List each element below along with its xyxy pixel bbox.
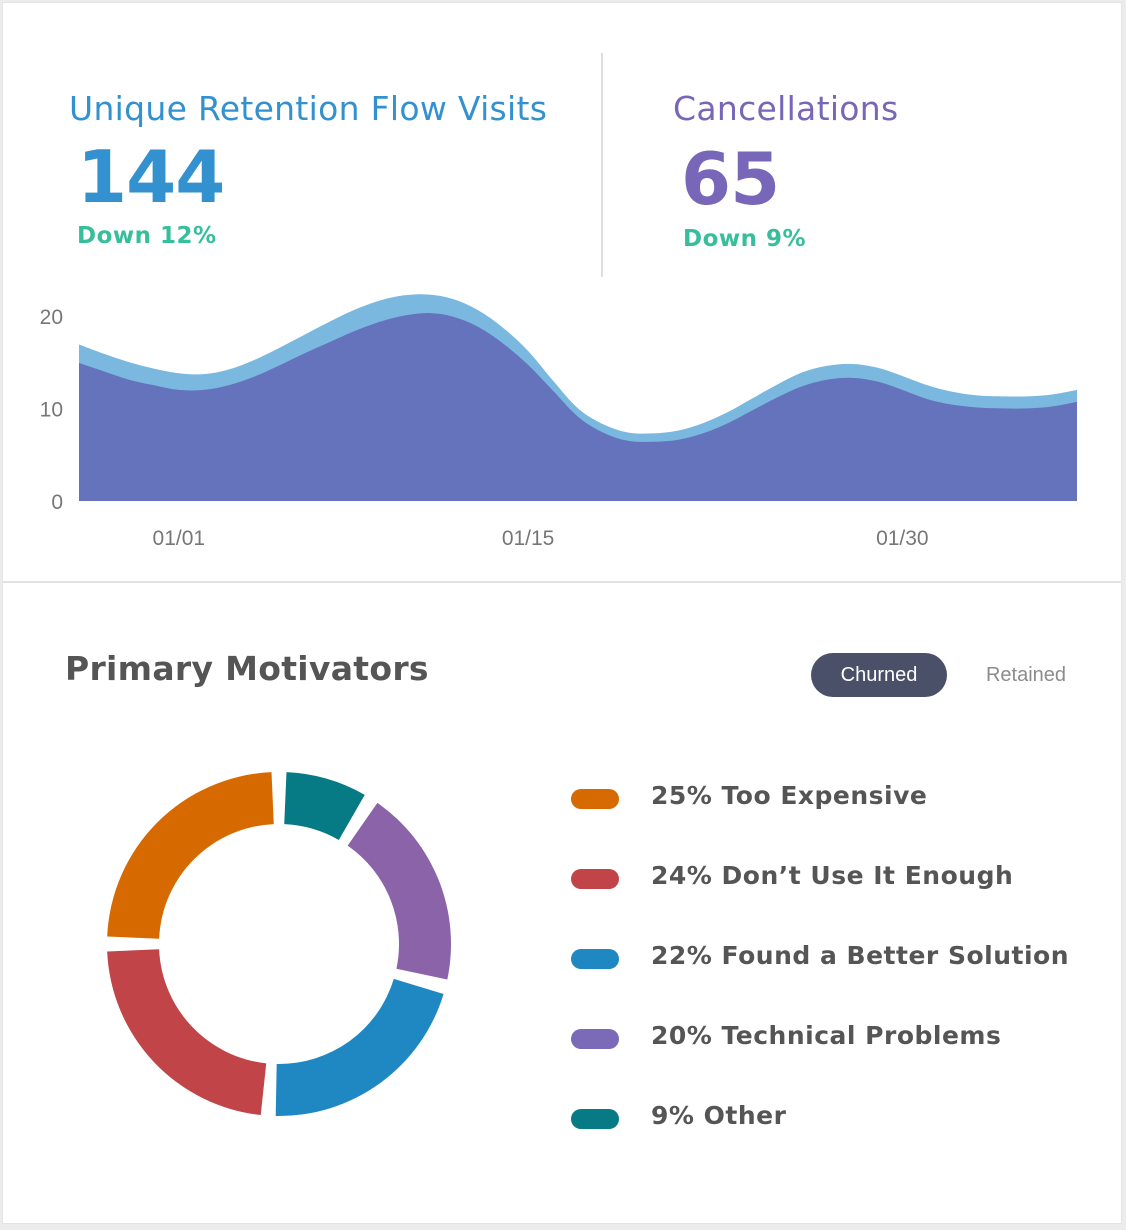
donut-slice[interactable] xyxy=(284,772,365,840)
legend-label: 9% Other xyxy=(651,1101,787,1130)
y-tick-label: 20 xyxy=(40,306,63,329)
churned-toggle[interactable]: Churned xyxy=(811,653,947,697)
area-series-1 xyxy=(79,312,1077,501)
legend-swatch xyxy=(571,949,619,969)
cancellations-title: Cancellations xyxy=(673,89,899,128)
legend-swatch xyxy=(571,1109,619,1129)
legend-swatch xyxy=(571,1029,619,1049)
y-tick-label: 10 xyxy=(40,398,63,421)
x-tick-label: 01/30 xyxy=(876,527,929,550)
section-title: Primary Motivators xyxy=(65,649,429,688)
x-tick-label: 01/15 xyxy=(502,527,555,550)
legend-item[interactable]: 9% Other xyxy=(571,1099,1091,1139)
visits-value: 144 xyxy=(77,135,225,219)
area-chart: 0 10 20 01/01 01/15 01/30 xyxy=(40,294,1077,550)
visits-title: Unique Retention Flow Visits xyxy=(69,89,548,128)
section-divider xyxy=(3,581,1121,583)
y-tick-label: 0 xyxy=(51,491,63,514)
legend-item[interactable]: 24% Don’t Use It Enough xyxy=(571,859,1091,899)
x-tick-label: 01/01 xyxy=(153,527,206,550)
donut-chart xyxy=(107,772,451,1116)
cancellations-value: 65 xyxy=(681,137,780,221)
legend-label: 24% Don’t Use It Enough xyxy=(651,861,1014,890)
legend-item[interactable]: 20% Technical Problems xyxy=(571,1019,1091,1059)
donut-slice[interactable] xyxy=(347,802,451,980)
visits-delta: Down 12% xyxy=(77,223,217,249)
legend-label: 20% Technical Problems xyxy=(651,1021,1002,1050)
donut-slice[interactable] xyxy=(107,949,267,1116)
legend-label: 25% Too Expensive xyxy=(651,781,928,810)
legend-label: 22% Found a Better Solution xyxy=(651,941,1069,970)
donut-slice[interactable] xyxy=(107,772,274,939)
retained-toggle[interactable]: Retained xyxy=(985,664,1067,686)
legend-swatch xyxy=(571,789,619,809)
cancellations-delta: Down 9% xyxy=(683,226,807,252)
legend-swatch xyxy=(571,869,619,889)
donut-slice[interactable] xyxy=(275,978,444,1116)
legend-item[interactable]: 25% Too Expensive xyxy=(571,779,1091,819)
legend-item[interactable]: 22% Found a Better Solution xyxy=(571,939,1091,979)
stats-divider xyxy=(601,53,603,277)
